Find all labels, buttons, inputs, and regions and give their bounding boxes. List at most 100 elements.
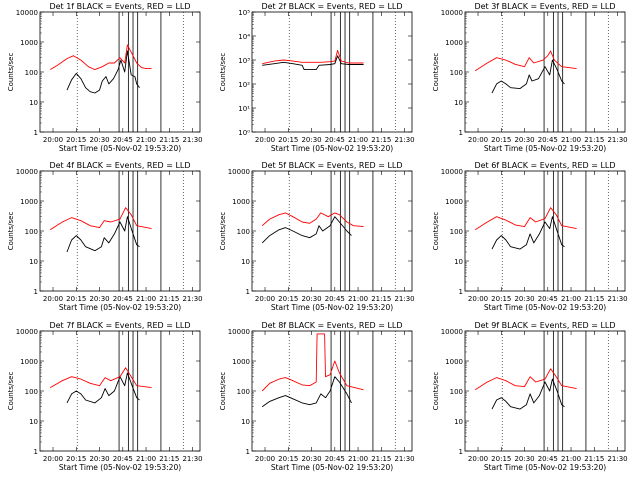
y-tick-label: 100 [25,388,38,396]
events-series-line [261,376,352,408]
x-tick-label: 20:15 [491,455,511,463]
y-axis-label: Counts/sec [432,372,440,411]
lld-series-line [262,49,364,65]
y-tick-label: 1000 [445,358,463,366]
x-axis-label: Start Time (05-Nov-02 19:53:20) [271,303,393,312]
x-tick-label: 21:30 [394,295,414,303]
events-series-line [261,216,352,244]
y-tick-label: 1000 [20,39,38,47]
y-axis-label: Counts/sec [219,53,227,92]
x-tick-label: 21:15 [159,295,179,303]
plot-frame [251,170,413,292]
x-tick-label: 20:45 [325,295,345,303]
x-tick-label: 20:45 [113,136,133,144]
panel-title: Det 5f BLACK = Events, RED = LLD [261,161,402,170]
plot-frame [251,330,413,452]
y-tick-label: 100 [237,388,250,396]
y-tick-label: 10000 [228,328,250,336]
y-tick-label: 10000 [16,328,38,336]
x-tick-label: 20:15 [66,136,86,144]
panel-9: Det 9f BLACK = Events, RED = LLD 1 10 100 10… [432,321,628,472]
plot-frame [39,170,201,292]
panel-title: Det 7f BLACK = Events, RED = LLD [49,321,190,330]
y-tick-label: 10⁴ [238,33,250,41]
y-tick-label: 1000 [232,358,250,366]
x-tick-label: 20:15 [278,455,298,463]
plot-frame [39,11,201,133]
x-tick-label: 21:15 [371,295,391,303]
y-tick-label: 10 [29,99,38,107]
panel-7: Det 7f BLACK = Events, RED = LLD 1 10 100 10… [7,321,203,472]
x-tick-label: 20:30 [301,136,321,144]
x-tick-label: 21:00 [561,295,581,303]
y-tick-label: 1000 [445,39,463,47]
lld-series-line [474,207,577,231]
plot-frame [251,11,413,133]
y-tick-label: 10 [454,99,463,107]
y-tick-label: 10 [454,418,463,426]
x-tick-label: 20:00 [43,136,63,144]
x-tick-label: 20:15 [491,295,511,303]
x-tick-label: 20:45 [113,295,133,303]
x-tick-label: 21:00 [348,136,368,144]
x-tick-label: 20:45 [325,455,345,463]
x-tick-label: 21:30 [182,136,202,144]
x-tick-label: 20:30 [514,295,534,303]
lld-series-line [261,333,364,392]
y-tick-label: 10000 [441,9,463,17]
x-tick-label: 21:30 [394,455,414,463]
y-tick-label: 10 [241,258,250,266]
y-axis-label: Counts/sec [432,53,440,92]
panel-1: Det 1f BLACK = Events, RED = LLD 1 10 100 10… [7,2,203,153]
panel-8: Det 8f BLACK = Events, RED = LLD 1 10 100 10… [219,321,415,472]
x-tick-label: 20:00 [468,455,488,463]
panel-5: Det 5f BLACK = Events, RED = LLD 1 10 100 10… [219,161,415,312]
y-tick-label: 10¹ [238,105,250,113]
lld-series-line [474,368,577,391]
x-tick-label: 20:00 [255,136,275,144]
panel-title: Det 2f BLACK = Events, RED = LLD [261,2,402,11]
x-tick-label: 21:00 [136,136,156,144]
y-tick-label: 100 [450,69,463,77]
y-tick-label: 10 [241,418,250,426]
y-axis-label: Counts/sec [219,212,227,251]
y-tick-label: 10 [29,418,38,426]
panel-6: Det 6f BLACK = Events, RED = LLD 1 10 100 10… [432,161,628,312]
y-tick-label: 1 [246,288,250,296]
y-tick-label: 100 [450,388,463,396]
x-tick-label: 20:30 [301,295,321,303]
x-axis-label: Start Time (05-Nov-02 19:53:20) [271,463,393,472]
y-tick-label: 1000 [20,358,38,366]
y-tick-label: 10 [29,258,38,266]
events-series-line [491,378,565,410]
x-tick-label: 21:00 [136,455,156,463]
x-axis-label: Start Time (05-Nov-02 19:53:20) [59,463,181,472]
x-tick-label: 21:00 [561,455,581,463]
y-tick-label: 1 [459,448,463,456]
panel-title: Det 8f BLACK = Events, RED = LLD [261,321,402,330]
x-tick-label: 20:45 [538,136,558,144]
x-tick-label: 20:00 [468,295,488,303]
y-tick-label: 10000 [16,9,38,17]
x-tick-label: 21:15 [159,136,179,144]
x-tick-label: 20:00 [43,455,63,463]
panel-2: Det 2f BLACK = Events, RED = LLD 10⁰ 10¹ 10… [219,2,415,153]
x-tick-label: 21:00 [561,136,581,144]
y-tick-label: 1000 [20,198,38,206]
y-tick-label: 1 [459,129,463,137]
lld-series-line [49,367,152,389]
x-tick-label: 20:15 [66,295,86,303]
panel-title: Det 1f BLACK = Events, RED = LLD [49,2,190,11]
events-series-line [491,216,565,250]
y-tick-label: 10 [454,258,463,266]
x-tick-label: 20:15 [491,136,511,144]
lld-series-line [49,44,152,71]
events-series-line [66,216,140,253]
x-axis-label: Start Time (05-Nov-02 19:53:20) [484,463,606,472]
y-tick-label: 1000 [232,198,250,206]
x-tick-label: 21:30 [182,295,202,303]
panel-title: Det 3f BLACK = Events, RED = LLD [474,2,615,11]
events-series-line [66,372,140,404]
y-tick-label: 1 [34,129,38,137]
x-tick-label: 21:00 [136,295,156,303]
